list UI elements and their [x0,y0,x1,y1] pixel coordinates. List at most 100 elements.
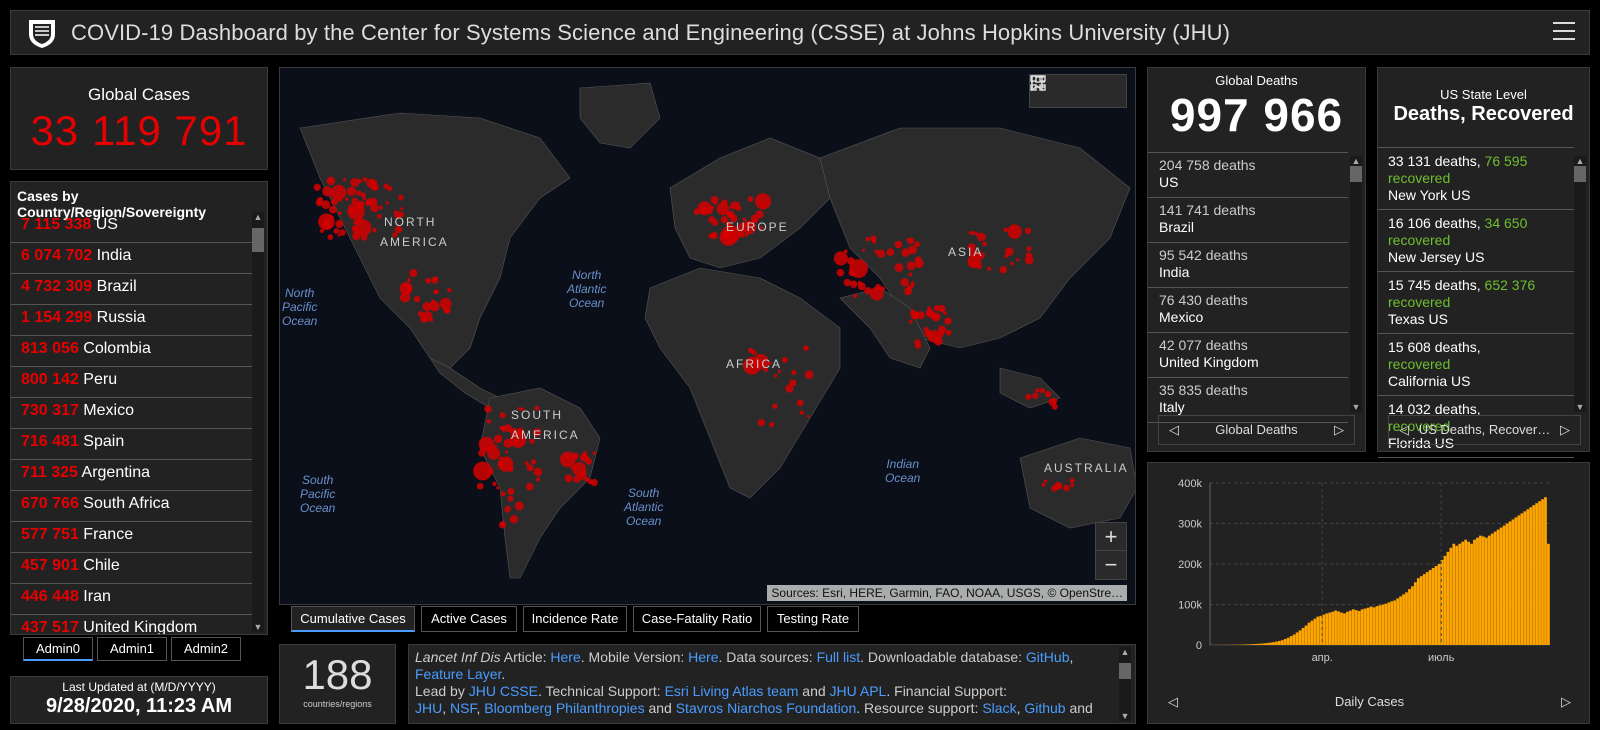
case-dot[interactable] [529,438,535,444]
case-dot[interactable] [573,475,581,483]
case-dot[interactable] [520,407,525,412]
case-dot[interactable] [493,434,503,444]
qr-icon[interactable] [1030,75,1046,91]
case-dot[interactable] [836,268,845,277]
link-jhu-apl[interactable]: JHU APL [829,683,887,699]
case-dot[interactable] [344,197,349,201]
case-dot[interactable] [1007,224,1022,239]
case-dot[interactable] [711,233,717,240]
case-dot[interactable] [894,263,904,272]
case-dot[interactable] [1051,403,1058,410]
case-dot[interactable] [757,419,765,427]
scroll-up-icon[interactable]: ▲ [1120,647,1130,657]
world-map[interactable]: NORTH AMERICA EUROPE ASIA AFRICA SOUTH A… [279,67,1136,605]
hamburger-menu-icon[interactable] [1553,22,1575,42]
case-dot[interactable] [743,357,761,375]
case-dot[interactable] [330,198,338,206]
case-dot[interactable] [721,224,741,244]
case-dot[interactable] [747,196,754,202]
country-list-item[interactable]: 1 154 299 Russia [11,305,253,336]
case-dot[interactable] [968,230,973,235]
scroll-down-icon[interactable]: ▼ [1575,402,1585,412]
case-dot[interactable] [1024,227,1032,235]
case-dot[interactable] [944,317,952,325]
case-dot[interactable] [417,310,424,317]
case-dot[interactable] [572,462,587,476]
link-jhu-csse[interactable]: JHU CSSE [468,683,538,699]
deaths-list-item[interactable]: 95 542 deaths India [1148,243,1348,288]
case-dot[interactable] [738,233,742,238]
case-dot[interactable] [1051,397,1058,404]
case-dot[interactable] [500,491,506,497]
case-dot[interactable] [735,205,742,212]
deaths-list-scrollbar[interactable]: ▲ ▼ [1350,156,1362,412]
link-slack[interactable]: Slack [982,700,1017,716]
us-state-item[interactable]: 15 608 deaths, recovered California US [1378,334,1574,396]
case-dot[interactable] [339,229,346,236]
case-dot[interactable] [486,419,492,424]
case-dot[interactable] [911,311,920,320]
case-dot[interactable] [535,477,541,482]
case-dot[interactable] [901,248,910,257]
case-dot[interactable] [1016,258,1020,262]
case-dot[interactable] [369,197,378,206]
case-dot[interactable] [504,424,512,432]
case-dot[interactable] [564,474,573,483]
case-dot[interactable] [514,501,524,511]
case-dot[interactable] [404,282,411,289]
case-dot[interactable] [503,438,513,448]
case-dot[interactable] [492,481,497,487]
case-dot[interactable] [916,311,925,320]
case-dot[interactable] [526,464,534,472]
case-dot[interactable] [498,521,507,529]
case-dot[interactable] [1025,256,1034,265]
case-dot[interactable] [738,222,747,232]
case-dot[interactable] [1003,227,1008,233]
case-dot[interactable] [908,319,913,324]
case-dot[interactable] [772,403,778,409]
case-dot[interactable] [313,183,321,191]
case-dot[interactable] [476,482,484,490]
case-dot[interactable] [444,307,451,314]
case-dot[interactable] [937,304,946,313]
case-dot[interactable] [781,356,788,363]
case-dot[interactable] [370,203,379,213]
case-dot[interactable] [777,369,782,374]
case-dot[interactable] [908,272,913,277]
case-dot[interactable] [870,286,884,301]
case-dot[interactable] [864,287,872,295]
tab-admin2[interactable]: Admin2 [171,637,241,661]
case-dot[interactable] [708,216,716,224]
case-dot[interactable] [409,269,418,278]
case-dot[interactable] [736,202,740,206]
case-dot[interactable] [726,211,733,218]
case-dot[interactable] [509,431,527,448]
country-list-scrollbar[interactable]: ▲ ▼ [252,212,264,632]
case-dot[interactable] [1070,483,1075,488]
us-state-item[interactable]: 33 131 deaths, 76 595 recovered New York U… [1378,148,1574,210]
country-list-item[interactable]: 6 074 702 India [11,243,253,274]
case-dot[interactable] [796,399,804,407]
scroll-up-icon[interactable]: ▲ [1351,156,1361,166]
case-dot[interactable] [754,193,772,210]
case-dot[interactable] [413,295,421,303]
case-dot[interactable] [360,233,368,241]
case-dot[interactable] [876,249,886,258]
case-dot[interactable] [886,248,895,257]
case-dot[interactable] [493,444,497,448]
tab-case-fatality-ratio[interactable]: Case-Fatality Ratio [633,606,761,632]
case-dot[interactable] [849,280,858,288]
zoom-in-button[interactable]: + [1096,523,1126,551]
tab-testing-rate[interactable]: Testing Rate [767,606,859,632]
case-dot[interactable] [806,414,810,418]
tab-admin0[interactable]: Admin0 [23,637,93,661]
case-dot[interactable] [857,282,866,291]
link-github[interactable]: GitHub [1025,649,1070,665]
case-dot[interactable] [1063,484,1070,492]
chevron-left-icon[interactable]: ◁ [1169,422,1179,437]
case-dot[interactable] [524,461,529,466]
case-dot[interactable] [716,202,730,216]
case-dot[interactable] [398,194,404,201]
case-dot[interactable] [497,461,504,468]
case-dot[interactable] [525,482,534,491]
